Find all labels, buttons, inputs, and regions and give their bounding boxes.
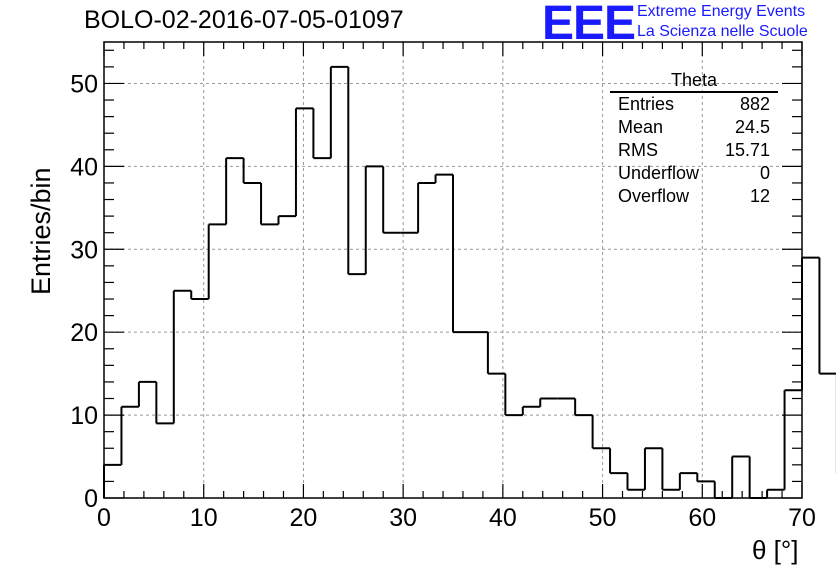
stat-value: 15.71 (724, 140, 770, 160)
eee-logo: EEE (542, 0, 636, 50)
logo-line-2: La Scienza nelle Scuole (637, 23, 808, 40)
stat-value: 0 (759, 163, 770, 183)
stat-value: 12 (749, 186, 770, 206)
y-tick-label: 30 (70, 236, 98, 264)
x-tick-label: 40 (489, 504, 517, 532)
stat-row: Overflow 12 (610, 185, 778, 208)
x-tick-label: 70 (788, 504, 816, 532)
x-tick-label: 20 (290, 504, 318, 532)
x-tick-label: 30 (389, 504, 417, 532)
stat-label: Mean (618, 117, 664, 137)
x-tick-label: 0 (97, 504, 111, 532)
y-tick-label: 50 (70, 70, 98, 98)
x-tick-label: 60 (688, 504, 716, 532)
stat-value: 882 (739, 94, 770, 114)
y-tick-label: 0 (84, 485, 98, 513)
stat-row: RMS 15.71 (610, 139, 778, 162)
stats-box: Theta Entries 882 Mean 24.5 RMS 15.71 Under… (610, 70, 778, 208)
y-axis-label: Entries/bin (26, 167, 56, 295)
stat-row: Underflow 0 (610, 162, 778, 185)
y-tick-label: 20 (70, 319, 98, 347)
stat-label: Overflow (618, 186, 690, 206)
x-tick-label: 10 (190, 504, 218, 532)
logo-line-1: Extreme Energy Events (637, 3, 806, 20)
stat-row: Entries 882 (610, 93, 778, 116)
page-title: BOLO-02-2016-07-05-01097 (84, 6, 404, 34)
y-tick-label: 10 (70, 402, 98, 430)
stat-label: RMS (618, 140, 658, 160)
stat-value: 24.5 (734, 117, 770, 137)
x-axis-label: θ [°] (752, 535, 799, 565)
stat-row: Mean 24.5 (610, 116, 778, 139)
y-tick-label: 40 (70, 153, 98, 181)
stat-label: Entries (618, 94, 675, 114)
x-tick-label: 50 (589, 504, 617, 532)
stat-label: Underflow (618, 163, 700, 183)
logo-caption: Extreme Energy Events La Scienza nelle S… (637, 2, 808, 42)
stats-title: Theta (610, 70, 778, 93)
